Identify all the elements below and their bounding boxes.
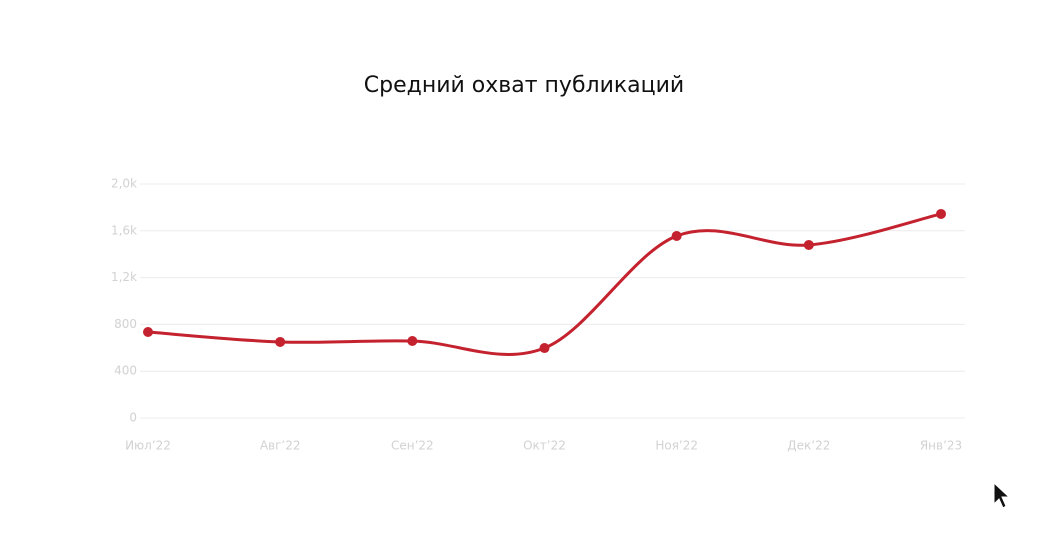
point bbox=[539, 343, 550, 354]
y-tick-label: 1,2k bbox=[111, 270, 137, 284]
grid: 0 400 800 1,2k 1,6k 2,0k Июл’22 Авг’22 Сен’22 Окт… bbox=[111, 177, 965, 453]
x-tick-label: Сен’22 bbox=[391, 439, 434, 453]
mouse-cursor bbox=[993, 481, 1011, 509]
y-tick-label: 800 bbox=[114, 317, 137, 331]
point bbox=[275, 336, 286, 347]
y-tick-label: 1,6k bbox=[111, 223, 137, 237]
x-tick-label: Июл’22 bbox=[125, 439, 171, 453]
chart-title: Средний охват публикаций bbox=[364, 73, 684, 98]
y-tick-label: 2,0k bbox=[111, 177, 137, 191]
x-tick-label: Янв’23 bbox=[920, 439, 962, 453]
point bbox=[936, 208, 946, 219]
line bbox=[147, 212, 942, 356]
x-tick-label: Окт’22 bbox=[523, 439, 566, 453]
point bbox=[407, 336, 418, 347]
point bbox=[143, 327, 153, 338]
x-tick-label: Дек’22 bbox=[787, 439, 830, 453]
point bbox=[803, 239, 814, 250]
x-tick-label: Ноя’22 bbox=[655, 439, 698, 453]
y-tick-label: 0 bbox=[129, 411, 137, 425]
plot bbox=[143, 208, 946, 356]
y-tick-label: 400 bbox=[114, 364, 137, 378]
x-tick-label: Авг’22 bbox=[260, 439, 301, 453]
point bbox=[671, 230, 682, 241]
